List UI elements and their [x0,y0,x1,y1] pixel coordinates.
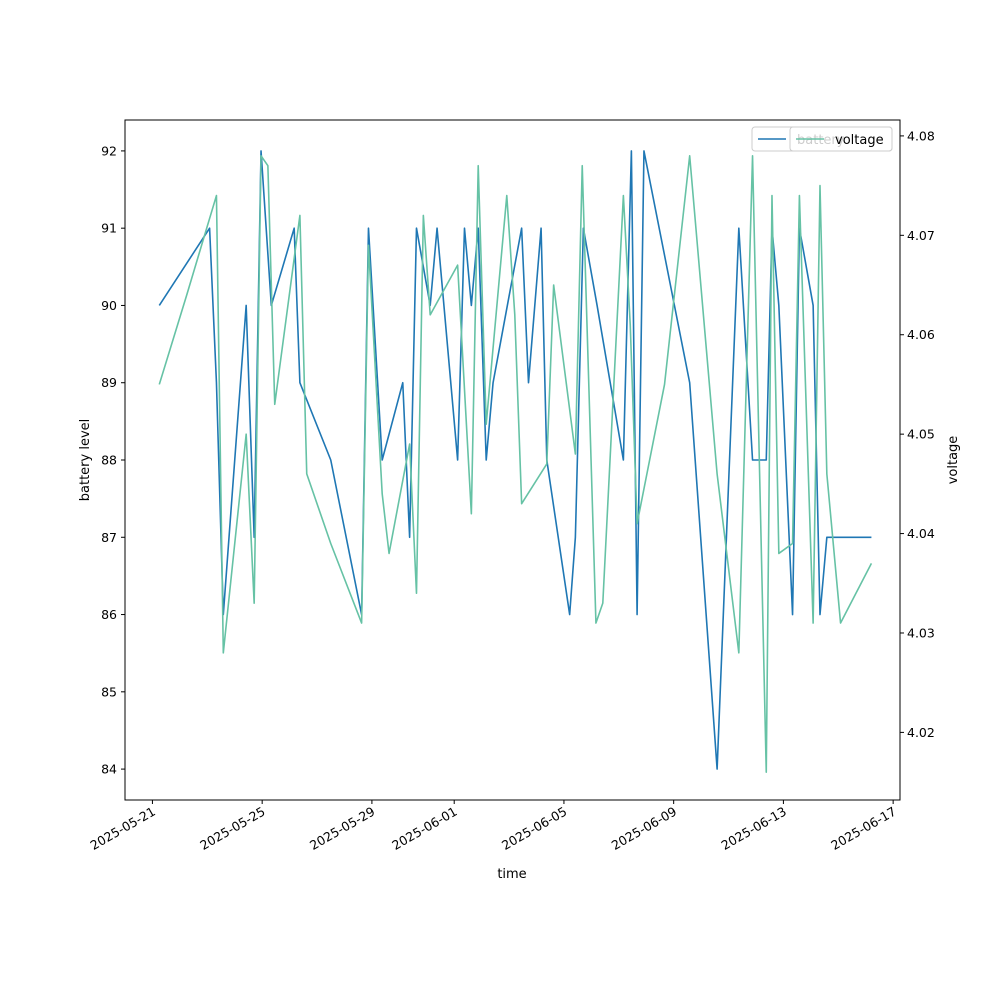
y-right-tick-label: 4.05 [907,427,935,442]
y-left-tick-label: 91 [101,221,117,236]
y-left-tick-label: 85 [101,684,117,699]
y-right-tick-label: 4.04 [907,526,935,541]
plot-area [125,120,900,800]
y-axis-right: 4.02 4.03 4.04 4.05 4.06 4.07 4.08 [900,128,935,740]
legend-voltage-frame [789,126,893,152]
y-axis-left-title: battery level [78,419,93,502]
y-right-tick-label: 4.07 [907,228,935,243]
series-line-battery [158,150,872,770]
y-left-tick-label: 92 [101,143,117,158]
y-left-tick-label: 86 [101,607,117,622]
y-axis-left: 84 85 86 87 88 89 90 91 92 [101,143,125,777]
y-left-tick-label: 90 [101,298,117,313]
x-axis-title: time [497,867,526,882]
legend-voltage: voltage [789,126,893,152]
y-left-tick-label: 84 [101,762,117,777]
y-right-tick-label: 4.03 [907,625,935,640]
y-left-tick-label: 88 [101,453,117,468]
y-left-tick-label: 89 [101,375,117,390]
legend-voltage-label: voltage [835,133,884,148]
y-right-tick-label: 4.06 [907,327,935,342]
y-right-tick-label: 4.08 [907,128,935,143]
y-right-tick-label: 4.02 [907,725,935,740]
series-line-voltage [158,154,873,773]
y-axis-right-title: voltage [946,436,961,485]
series-layer [158,150,873,773]
y-left-tick-label: 87 [101,530,117,545]
